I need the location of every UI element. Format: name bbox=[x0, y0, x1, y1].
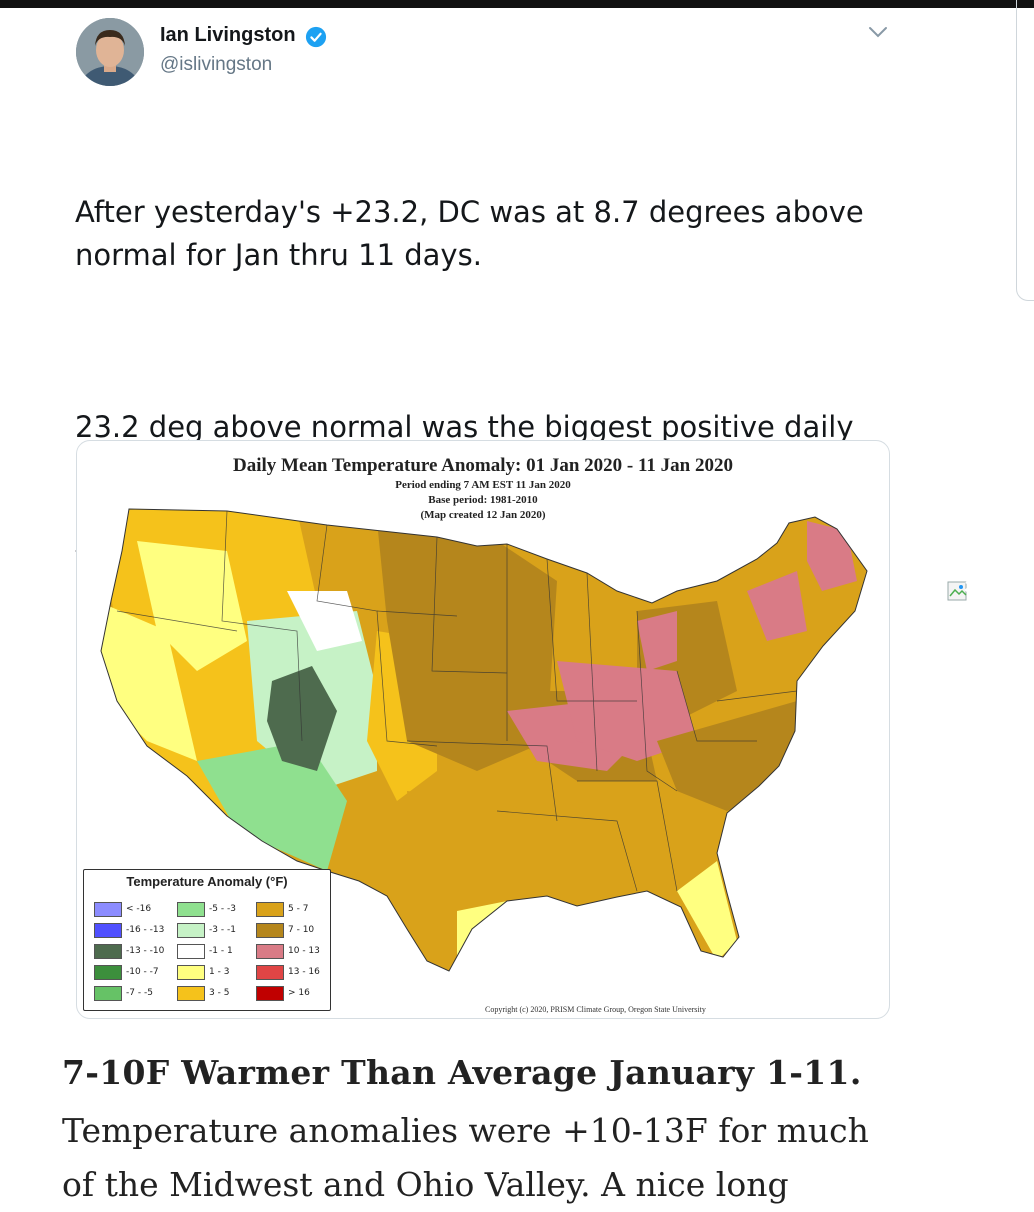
legend-label: -13 - -10 bbox=[126, 946, 165, 956]
legend-swatch bbox=[94, 923, 122, 938]
legend-swatch bbox=[256, 986, 284, 1001]
legend-swatch bbox=[94, 902, 122, 917]
legend-swatch bbox=[256, 944, 284, 959]
legend-label: < -16 bbox=[126, 904, 152, 914]
article-text: Temperature anomalies were +10-13F for m… bbox=[62, 1111, 869, 1204]
author-name[interactable]: Ian Livingston bbox=[160, 24, 296, 46]
legend-label: -16 - -13 bbox=[126, 925, 165, 935]
legend-label: > 16 bbox=[288, 988, 310, 998]
legend-label: 3 - 5 bbox=[209, 988, 230, 998]
map-subtitle: Period ending 7 AM EST 11 Jan 2020 bbox=[395, 479, 571, 491]
legend-swatch bbox=[94, 944, 122, 959]
map-title: Daily Mean Temperature Anomaly: 01 Jan 2… bbox=[233, 455, 733, 476]
top-bar bbox=[0, 0, 1034, 8]
legend-label: 5 - 7 bbox=[288, 904, 309, 914]
legend-label: 13 - 16 bbox=[288, 967, 320, 977]
article-headline: 7-10F Warmer Than Average January 1-11. bbox=[62, 1053, 862, 1092]
map-subtitle: Base period: 1981-2010 bbox=[428, 494, 538, 506]
map-subtitle: (Map created 12 Jan 2020) bbox=[420, 509, 546, 521]
temperature-anomaly-map[interactable]: Daily Mean Temperature Anomaly: 01 Jan 2… bbox=[76, 440, 890, 1019]
legend-title: Temperature Anomaly (°F) bbox=[126, 874, 288, 889]
map-legend: Temperature Anomaly (°F) < -16 -16 - -13… bbox=[83, 869, 331, 1011]
tweet-paragraph: After yesterday's +23.2, DC was at 8.7 d… bbox=[75, 195, 864, 272]
legend-label: -7 - -5 bbox=[126, 988, 153, 998]
legend-swatch bbox=[177, 923, 205, 938]
legend-label: 7 - 10 bbox=[288, 925, 315, 935]
legend-swatch bbox=[94, 986, 122, 1001]
legend-swatch bbox=[94, 965, 122, 980]
legend-swatch bbox=[256, 902, 284, 917]
legend-swatch bbox=[256, 923, 284, 938]
verified-badge-icon bbox=[305, 26, 327, 48]
chevron-down-icon[interactable] bbox=[866, 24, 890, 40]
legend-label: -1 - 1 bbox=[209, 946, 233, 956]
avatar[interactable] bbox=[76, 18, 144, 86]
author-handle[interactable]: @islivingston bbox=[160, 54, 273, 75]
legend-swatch bbox=[177, 965, 205, 980]
legend-label: 10 - 13 bbox=[288, 946, 320, 956]
map-copyright: Copyright (c) 2020, PRISM Climate Group,… bbox=[485, 1005, 706, 1014]
scroll-edge bbox=[1016, 0, 1034, 301]
avatar-image bbox=[76, 18, 144, 86]
legend-label: 1 - 3 bbox=[209, 967, 230, 977]
legend-swatch bbox=[256, 965, 284, 980]
legend-swatch bbox=[177, 902, 205, 917]
legend-swatch bbox=[177, 986, 205, 1001]
article-body: Temperature anomalies were +10-13F for m… bbox=[62, 1104, 962, 1212]
legend-swatch bbox=[177, 944, 205, 959]
legend-label: -3 - -1 bbox=[209, 925, 236, 935]
legend-label: -10 - -7 bbox=[126, 967, 159, 977]
broken-image-icon bbox=[947, 581, 972, 601]
legend-label: -5 - -3 bbox=[209, 904, 236, 914]
